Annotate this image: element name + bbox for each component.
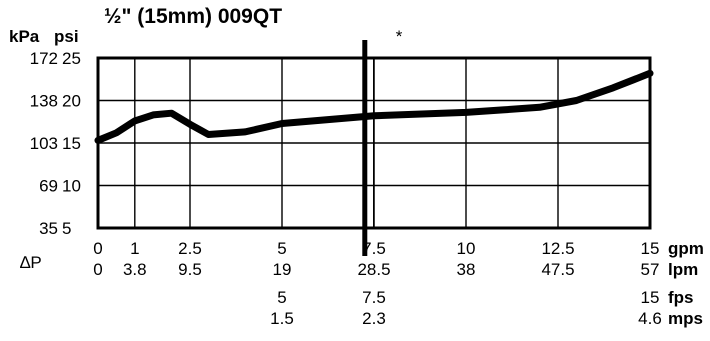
psi-tick-2: 15 [62, 134, 81, 153]
lpm-tick-6: 47.5 [541, 260, 574, 279]
fps-tick-2: 15 [641, 288, 660, 307]
lpm-tick-4: 28.5 [357, 260, 390, 279]
marker-lines [362, 40, 375, 256]
psi-axis-label: psi [54, 27, 79, 46]
marker-asterisk: * [396, 27, 403, 46]
gpm-tick-7: 15 [641, 239, 660, 258]
gpm-tick-2: 2.5 [178, 239, 202, 258]
psi-tick-0: 25 [62, 49, 81, 68]
lpm-tick-2: 9.5 [178, 260, 202, 279]
gpm-tick-1: 1 [130, 239, 139, 258]
x-unit-labels: gpm lpm fps mps [668, 239, 704, 328]
lpm-tick-3: 19 [273, 260, 292, 279]
fps-tick-1: 7.5 [362, 288, 386, 307]
x-tick-labels: 0 1 2.5 5 7.5 10 12.5 150 3.8 9.5 19 28.5 38 47.5 575 7… [93, 239, 662, 328]
kpa-tick-2: 103 [30, 134, 58, 153]
chart-title: ½" (15mm) 009QT [104, 5, 282, 28]
psi-tick-4: 5 [62, 219, 71, 238]
kpa-tick-4: 35 [39, 219, 58, 238]
kpa-tick-3: 69 [39, 177, 58, 196]
gpm-tick-5: 10 [457, 239, 476, 258]
psi-tick-3: 10 [62, 177, 81, 196]
plot-frame [96, 56, 652, 230]
fps-tick-0: 5 [277, 288, 286, 307]
gpm-tick-3: 5 [277, 239, 286, 258]
lpm-unit-label: lpm [668, 260, 698, 279]
kpa-axis-label: kPa [9, 27, 40, 46]
kpa-tick-0: 172 [30, 49, 58, 68]
delta-p-label: ∆P [20, 253, 42, 272]
mps-unit-label: mps [668, 309, 703, 328]
lpm-tick-0: 0 [93, 260, 102, 279]
gpm-tick-4: 7.5 [362, 239, 386, 258]
lpm-tick-7: 57 [641, 260, 660, 279]
lpm-tick-1: 3.8 [123, 260, 147, 279]
gpm-unit-label: gpm [668, 239, 704, 258]
mps-tick-1: 2.3 [362, 309, 386, 328]
gpm-tick-6: 12.5 [541, 239, 574, 258]
kpa-tick-1: 138 [30, 92, 58, 111]
y-tick-labels: 172 25 138 20 103 15 69 10 35 5 [30, 49, 81, 238]
gpm-tick-0: 0 [93, 239, 102, 258]
series-line-0 [94, 69, 654, 144]
fps-unit-label: fps [668, 288, 694, 307]
series-layer [94, 69, 654, 144]
mps-tick-0: 1.5 [270, 309, 294, 328]
psi-tick-1: 20 [62, 92, 81, 111]
mps-tick-2: 4.6 [638, 309, 662, 328]
lpm-tick-5: 38 [457, 260, 476, 279]
